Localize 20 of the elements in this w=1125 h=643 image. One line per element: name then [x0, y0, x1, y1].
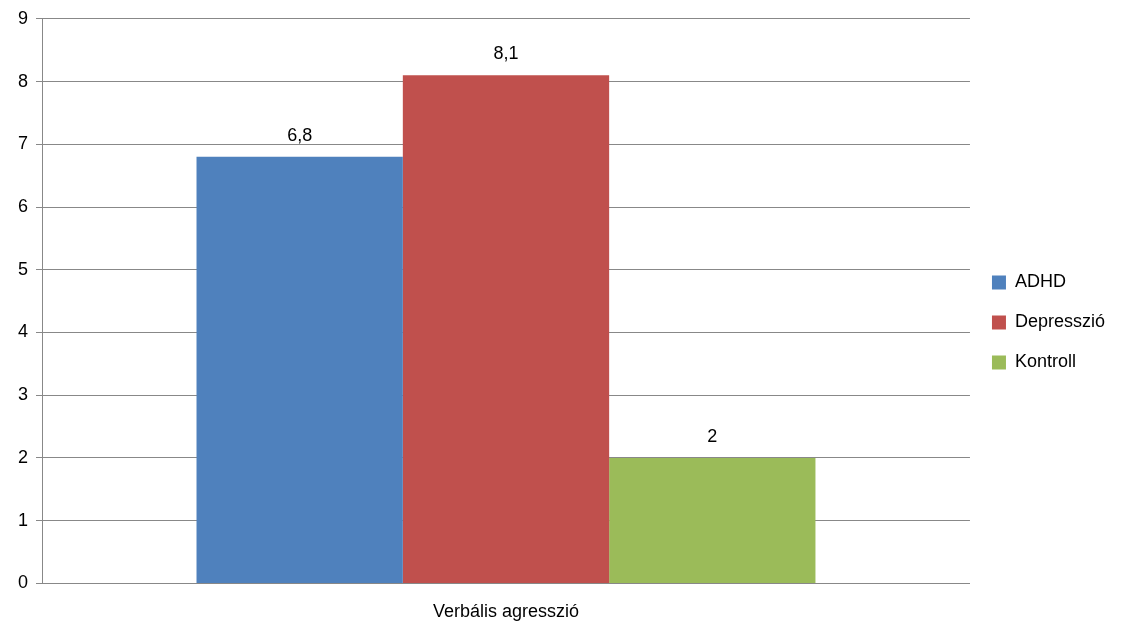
y-tick-label: 4	[18, 321, 29, 342]
data-label: 2	[707, 425, 718, 446]
y-tick-label: 1	[18, 509, 29, 530]
data-label: 8,1	[493, 43, 519, 64]
x-tick-label: Verbális agresszió	[432, 601, 580, 622]
y-tick-label: 2	[18, 446, 29, 467]
bar	[609, 457, 816, 583]
y-tick-label: 6	[18, 195, 29, 216]
bar	[196, 156, 403, 583]
y-tick-label: 8	[18, 70, 29, 91]
data-label: 6,8	[287, 124, 313, 145]
y-tick-label: 0	[18, 572, 29, 593]
bar	[402, 75, 610, 583]
legend-label: Kontroll	[1014, 351, 1076, 372]
y-tick-label: 5	[18, 258, 29, 279]
y-tick-label: 3	[18, 384, 29, 405]
legend-label: Depresszió	[1014, 311, 1106, 332]
legend-label: ADHD	[1014, 271, 1066, 292]
y-tick-label: 9	[18, 7, 29, 28]
y-tick-label: 7	[18, 133, 29, 154]
